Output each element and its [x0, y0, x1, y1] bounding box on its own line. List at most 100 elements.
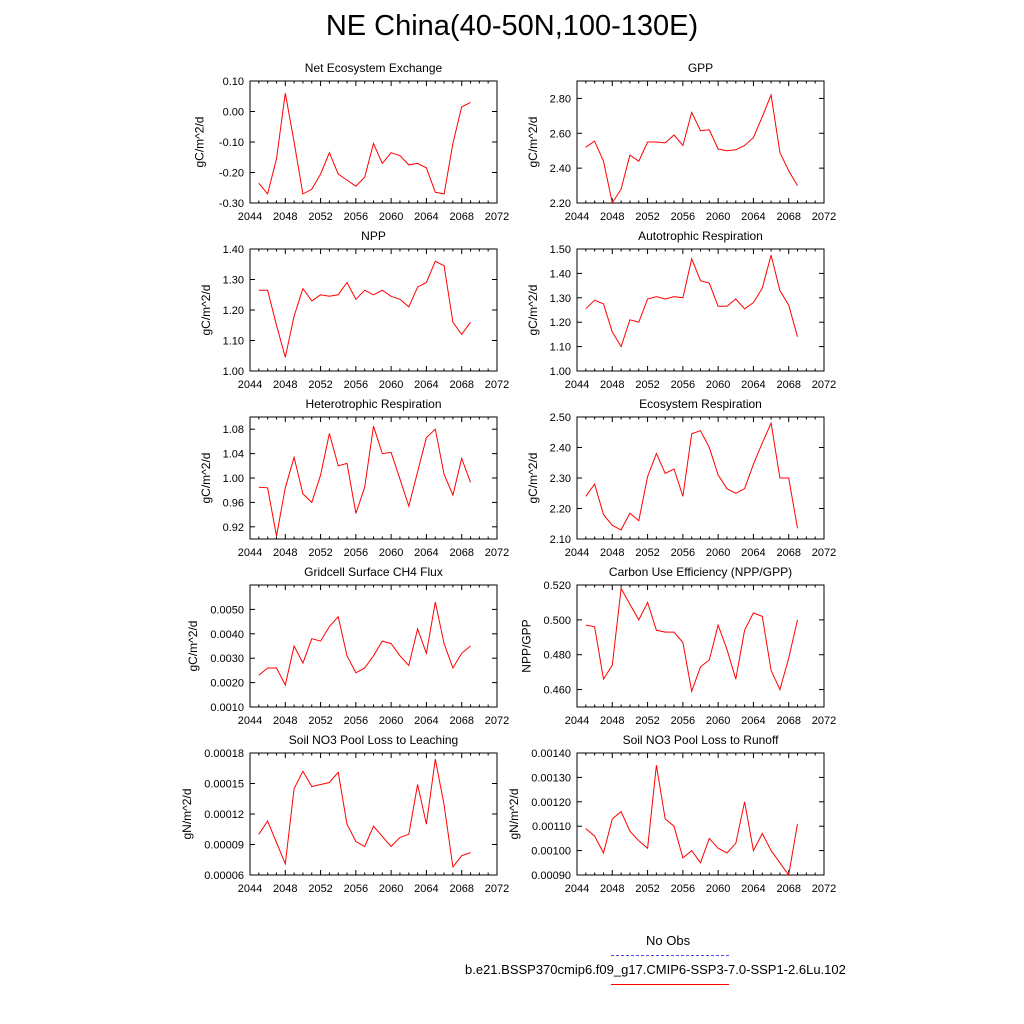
- y-tick-label: 0.480: [543, 650, 571, 662]
- x-tick-label: 2060: [379, 547, 403, 559]
- x-tick-label: 2048: [600, 715, 624, 727]
- y-tick-label: -0.30: [219, 198, 244, 210]
- plot-frame: [576, 752, 825, 876]
- x-tick-label: 2044: [565, 883, 589, 895]
- y-tick-label: -0.10: [219, 137, 244, 149]
- x-tick-label: 2068: [449, 547, 473, 559]
- x-tick-label: 2056: [344, 211, 368, 223]
- panel-soil-no3-pool-loss-to-leaching: Soil NO3 Pool Loss to Leaching 2044 2048 20…: [180, 733, 509, 895]
- series-line-soil-no3-pool-loss-to-leaching: [258, 759, 471, 869]
- y-tick-label: 1.30: [223, 275, 244, 287]
- y-tick-label: 1.10: [223, 336, 244, 348]
- y-tick-label: 0.00012: [204, 809, 244, 821]
- x-tick-label: 2056: [671, 547, 695, 559]
- x-tick-label: 2064: [741, 715, 765, 727]
- y-tick-label: 0.460: [543, 685, 571, 697]
- series-line-npp: [258, 260, 471, 358]
- x-tick-label: 2052: [308, 715, 332, 727]
- y-tick-label: 0.00018: [204, 748, 244, 760]
- plot-frame: [576, 80, 825, 204]
- y-axis-label: gC/m^2/d: [199, 453, 213, 504]
- x-tick-label: 2072: [485, 883, 509, 895]
- y-tick-label: 0.0050: [210, 604, 244, 616]
- y-tick-label: 0.96: [223, 497, 244, 509]
- y-tick-label: 0.00006: [204, 870, 244, 882]
- x-tick-label: 2060: [706, 379, 730, 391]
- y-tick-label: 1.20: [223, 305, 244, 317]
- panel-title: Net Ecosystem Exchange: [305, 61, 443, 75]
- x-tick-label: 2044: [238, 379, 262, 391]
- x-tick-label: 2064: [741, 211, 765, 223]
- x-tick-label: 2068: [776, 547, 800, 559]
- y-axis-label: gC/m^2/d: [526, 285, 540, 336]
- y-tick-label: 0.0020: [210, 678, 244, 690]
- x-tick-label: 2056: [344, 547, 368, 559]
- x-tick-label: 2060: [706, 883, 730, 895]
- y-tick-label: 2.40: [550, 163, 571, 175]
- panel-title: Gridcell Surface CH4 Flux: [304, 565, 443, 579]
- series-line-gridcell-surface-ch4-flux: [258, 601, 471, 687]
- panel-soil-no3-pool-loss-to-runoff: Soil NO3 Pool Loss to Runoff 2044 2048 2052…: [507, 733, 836, 895]
- x-tick-label: 2052: [635, 883, 659, 895]
- x-tick-label: 2052: [308, 883, 332, 895]
- y-tick-label: 1.08: [223, 424, 244, 436]
- x-tick-label: 2068: [449, 715, 473, 727]
- figure-title: NE China(40-50N,100-130E): [325, 10, 699, 42]
- y-tick-label: 1.40: [550, 268, 571, 280]
- series-line-net-ecosystem-exchange: [258, 93, 471, 195]
- plot-frame: [249, 584, 498, 708]
- panel-npp: NPP 2044 2048 2052 2056 2060 2064 2068 2072 1.00 1…: [199, 229, 509, 391]
- x-tick-label: 2064: [414, 211, 438, 223]
- x-tick-label: 2056: [344, 379, 368, 391]
- y-tick-label: 0.10: [223, 76, 244, 88]
- plot-frame: [249, 80, 498, 204]
- y-tick-label: 2.20: [550, 198, 571, 210]
- y-tick-label: 0.0040: [210, 629, 244, 641]
- series-line-gpp: [585, 93, 798, 205]
- panel-title: Ecosystem Respiration: [639, 397, 762, 411]
- plot-frame: [249, 752, 498, 876]
- x-tick-label: 2072: [485, 211, 509, 223]
- y-axis-label: gN/m^2/d: [180, 789, 194, 840]
- y-tick-label: 0.00120: [531, 797, 571, 809]
- panel-title: NPP: [361, 229, 386, 243]
- x-tick-label: 2052: [635, 379, 659, 391]
- y-axis-label: gC/m^2/d: [186, 621, 200, 672]
- x-tick-label: 2048: [273, 547, 297, 559]
- y-tick-label: 0.00015: [204, 779, 244, 791]
- x-tick-label: 2048: [600, 883, 624, 895]
- x-tick-label: 2068: [776, 883, 800, 895]
- x-tick-label: 2056: [671, 379, 695, 391]
- y-tick-label: 1.00: [223, 366, 244, 378]
- x-tick-label: 2056: [671, 883, 695, 895]
- x-tick-label: 2052: [635, 211, 659, 223]
- legend-line-no-obs: [611, 955, 729, 956]
- x-tick-label: 2068: [449, 379, 473, 391]
- x-tick-label: 2048: [273, 883, 297, 895]
- panel-gpp: GPP 2044 2048 2052 2056 2060 2064 2068 2072 2.20 2…: [526, 61, 836, 223]
- x-tick-label: 2064: [741, 547, 765, 559]
- x-tick-label: 2052: [308, 211, 332, 223]
- x-tick-label: 2048: [273, 715, 297, 727]
- panel-title: Carbon Use Efficiency (NPP/GPP): [609, 565, 792, 579]
- y-tick-label: 2.40: [550, 443, 571, 455]
- x-tick-label: 2068: [776, 715, 800, 727]
- x-tick-label: 2072: [812, 715, 836, 727]
- series-line-carbon-use-efficiency-npp-gpp: [585, 586, 798, 694]
- panel-gridcell-surface-ch4-flux: Gridcell Surface CH4 Flux 2044 2048 2052 205…: [186, 565, 509, 727]
- y-tick-label: 0.92: [223, 522, 244, 534]
- series-line-soil-no3-pool-loss-to-runoff: [585, 765, 798, 877]
- x-tick-label: 2052: [308, 547, 332, 559]
- series-line-ecosystem-respiration: [585, 421, 798, 531]
- x-tick-label: 2064: [414, 547, 438, 559]
- x-tick-label: 2056: [671, 211, 695, 223]
- y-tick-label: 0.00100: [531, 846, 571, 858]
- panel-title: GPP: [688, 61, 713, 75]
- x-tick-label: 2072: [485, 715, 509, 727]
- x-tick-label: 2056: [344, 883, 368, 895]
- x-tick-label: 2048: [273, 211, 297, 223]
- y-tick-label: 2.10: [550, 534, 571, 546]
- y-tick-label: 0.520: [543, 580, 571, 592]
- y-tick-label: 1.20: [550, 317, 571, 329]
